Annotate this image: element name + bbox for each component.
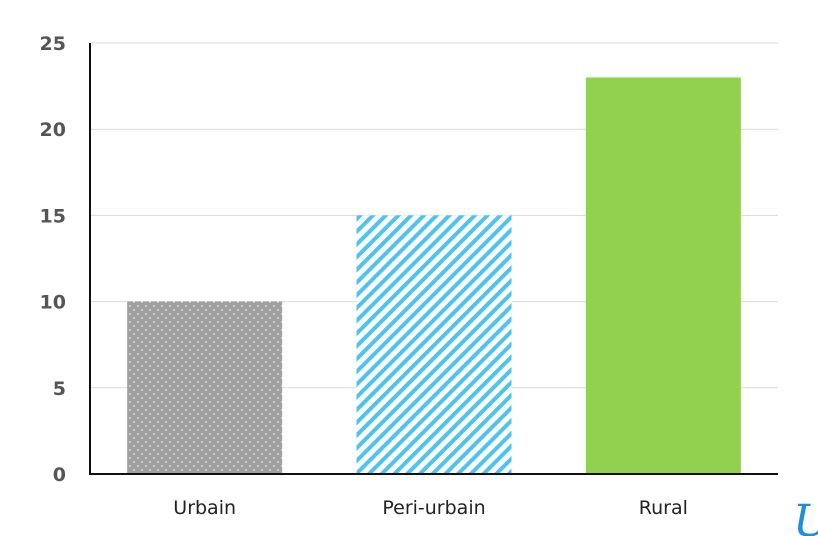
logo-u-icon: U [793,496,818,536]
y-tick-label: 0 [53,464,66,486]
x-tick-labels: Urbain Peri-urbain Rural [173,497,688,519]
x-tick-label: Rural [639,497,688,519]
bar-peri-urbain [356,215,512,474]
y-tick-label: 20 [40,119,66,141]
x-tick-label: Urbain [173,497,236,519]
y-tick-label: 25 [40,33,66,55]
x-tick-label: Peri-urbain [382,497,485,519]
y-tick-label: 10 [40,292,66,314]
bar-rural [585,77,741,474]
y-tick-labels: 0 5 10 15 20 25 [40,33,66,486]
bar-urbain [127,301,283,474]
bars [127,77,741,474]
y-tick-label: 5 [53,378,66,400]
axes [89,43,778,475]
y-tick-label: 15 [40,205,66,227]
